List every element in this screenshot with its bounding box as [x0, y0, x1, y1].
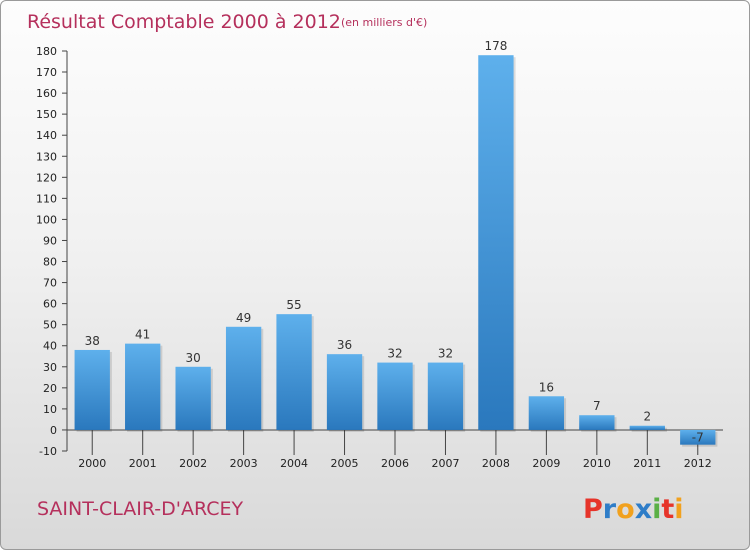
x-tick-label-2004: 2004 — [280, 457, 308, 470]
value-label-2008: 178 — [484, 39, 507, 53]
y-tick-label: 0 — [50, 424, 57, 437]
bar-2005 — [326, 354, 363, 430]
value-label-2006: 32 — [387, 347, 402, 361]
x-tick-label-2007: 2007 — [431, 457, 459, 470]
bar-2001 — [125, 343, 161, 430]
y-tick-label: 20 — [43, 382, 57, 395]
commune-name: SAINT-CLAIR-D'ARCEY — [37, 498, 243, 520]
x-tick-label-2010: 2010 — [583, 457, 611, 470]
logo-letter: i — [652, 494, 661, 525]
y-tick-label: 120 — [36, 171, 57, 184]
bar-2000 — [74, 349, 110, 430]
value-labels: 38 41 30 49 55 36 32 32 178 16 7 2 -7 — [85, 39, 704, 444]
value-label-2007: 32 — [438, 347, 453, 361]
chart-title: Résultat Comptable 2000 à 2012 — [27, 11, 341, 33]
bar-2002 — [175, 366, 211, 430]
bar-2009 — [528, 396, 565, 430]
y-tick-label: 150 — [36, 108, 57, 121]
bar-2011 — [629, 425, 665, 430]
x-tick-label-2009: 2009 — [532, 457, 560, 470]
bars — [74, 55, 718, 447]
y-tick-label: 70 — [43, 277, 57, 290]
chart-subtitle: (en milliers d'€) — [341, 16, 427, 29]
y-tick-label: 50 — [43, 319, 57, 332]
y-tick-label: 10 — [43, 403, 57, 416]
value-label-2002: 30 — [186, 351, 201, 365]
bar-2008 — [478, 55, 514, 430]
value-label-2009: 16 — [539, 380, 554, 394]
logo-letter: x — [635, 494, 652, 525]
bar-2004 — [276, 314, 312, 430]
x-tick-label-2008: 2008 — [482, 457, 510, 470]
logo-letter: P — [583, 494, 603, 525]
x-tick-labels: 2000 2001 2002 2003 2004 2005 2006 2007 2008 2009… — [78, 457, 712, 470]
value-label-2003: 49 — [236, 311, 251, 325]
bar-2003 — [225, 326, 262, 430]
y-tick-label: 30 — [43, 361, 57, 374]
value-label-2001: 41 — [135, 328, 150, 342]
value-label-2005: 36 — [337, 338, 352, 352]
y-tick-label: 160 — [36, 87, 57, 100]
logo-letter: r — [603, 494, 617, 525]
logo-letter: i — [674, 494, 683, 525]
y-tick-label: 40 — [43, 340, 57, 353]
y-tick-label: 60 — [43, 298, 57, 311]
value-label-2010: 7 — [593, 399, 601, 413]
bar-2010 — [579, 415, 615, 430]
y-tick-labels: -10 0 10 20 30 40 50 60 70 80 90 100 110 120 130 140 150… — [36, 45, 57, 458]
y-tick-label: 130 — [36, 150, 57, 163]
x-tick-label-2003: 2003 — [230, 457, 258, 470]
y-tick-label: 90 — [43, 234, 57, 247]
proxiti-logo: Proxiti — [583, 494, 684, 525]
value-label-2004: 55 — [286, 298, 301, 312]
y-tick-label: 80 — [43, 256, 57, 269]
logo-letter: t — [661, 494, 674, 525]
x-tick-label-2011: 2011 — [633, 457, 661, 470]
x-tick-label-2002: 2002 — [179, 457, 207, 470]
x-tick-label-2006: 2006 — [381, 457, 409, 470]
logo-letter: o — [616, 494, 635, 525]
y-tick-label: 180 — [36, 45, 57, 58]
value-label-2000: 38 — [85, 334, 100, 348]
value-label-2012: -7 — [692, 431, 704, 445]
value-label-2011: 2 — [643, 410, 651, 424]
x-tick-label-2005: 2005 — [331, 457, 359, 470]
y-tick-label: 170 — [36, 66, 57, 79]
bar-2007 — [427, 362, 464, 430]
y-tick-label: -10 — [39, 445, 57, 458]
bar-2012 — [680, 429, 716, 445]
x-tick-label-2012: 2012 — [684, 457, 712, 470]
bar-2006 — [377, 362, 413, 430]
y-tick-label: 100 — [36, 213, 57, 226]
x-tick-label-2001: 2001 — [129, 457, 157, 470]
y-tick-label: 110 — [36, 192, 57, 205]
x-tick-label-2000: 2000 — [78, 457, 106, 470]
y-tick-label: 140 — [36, 129, 57, 142]
